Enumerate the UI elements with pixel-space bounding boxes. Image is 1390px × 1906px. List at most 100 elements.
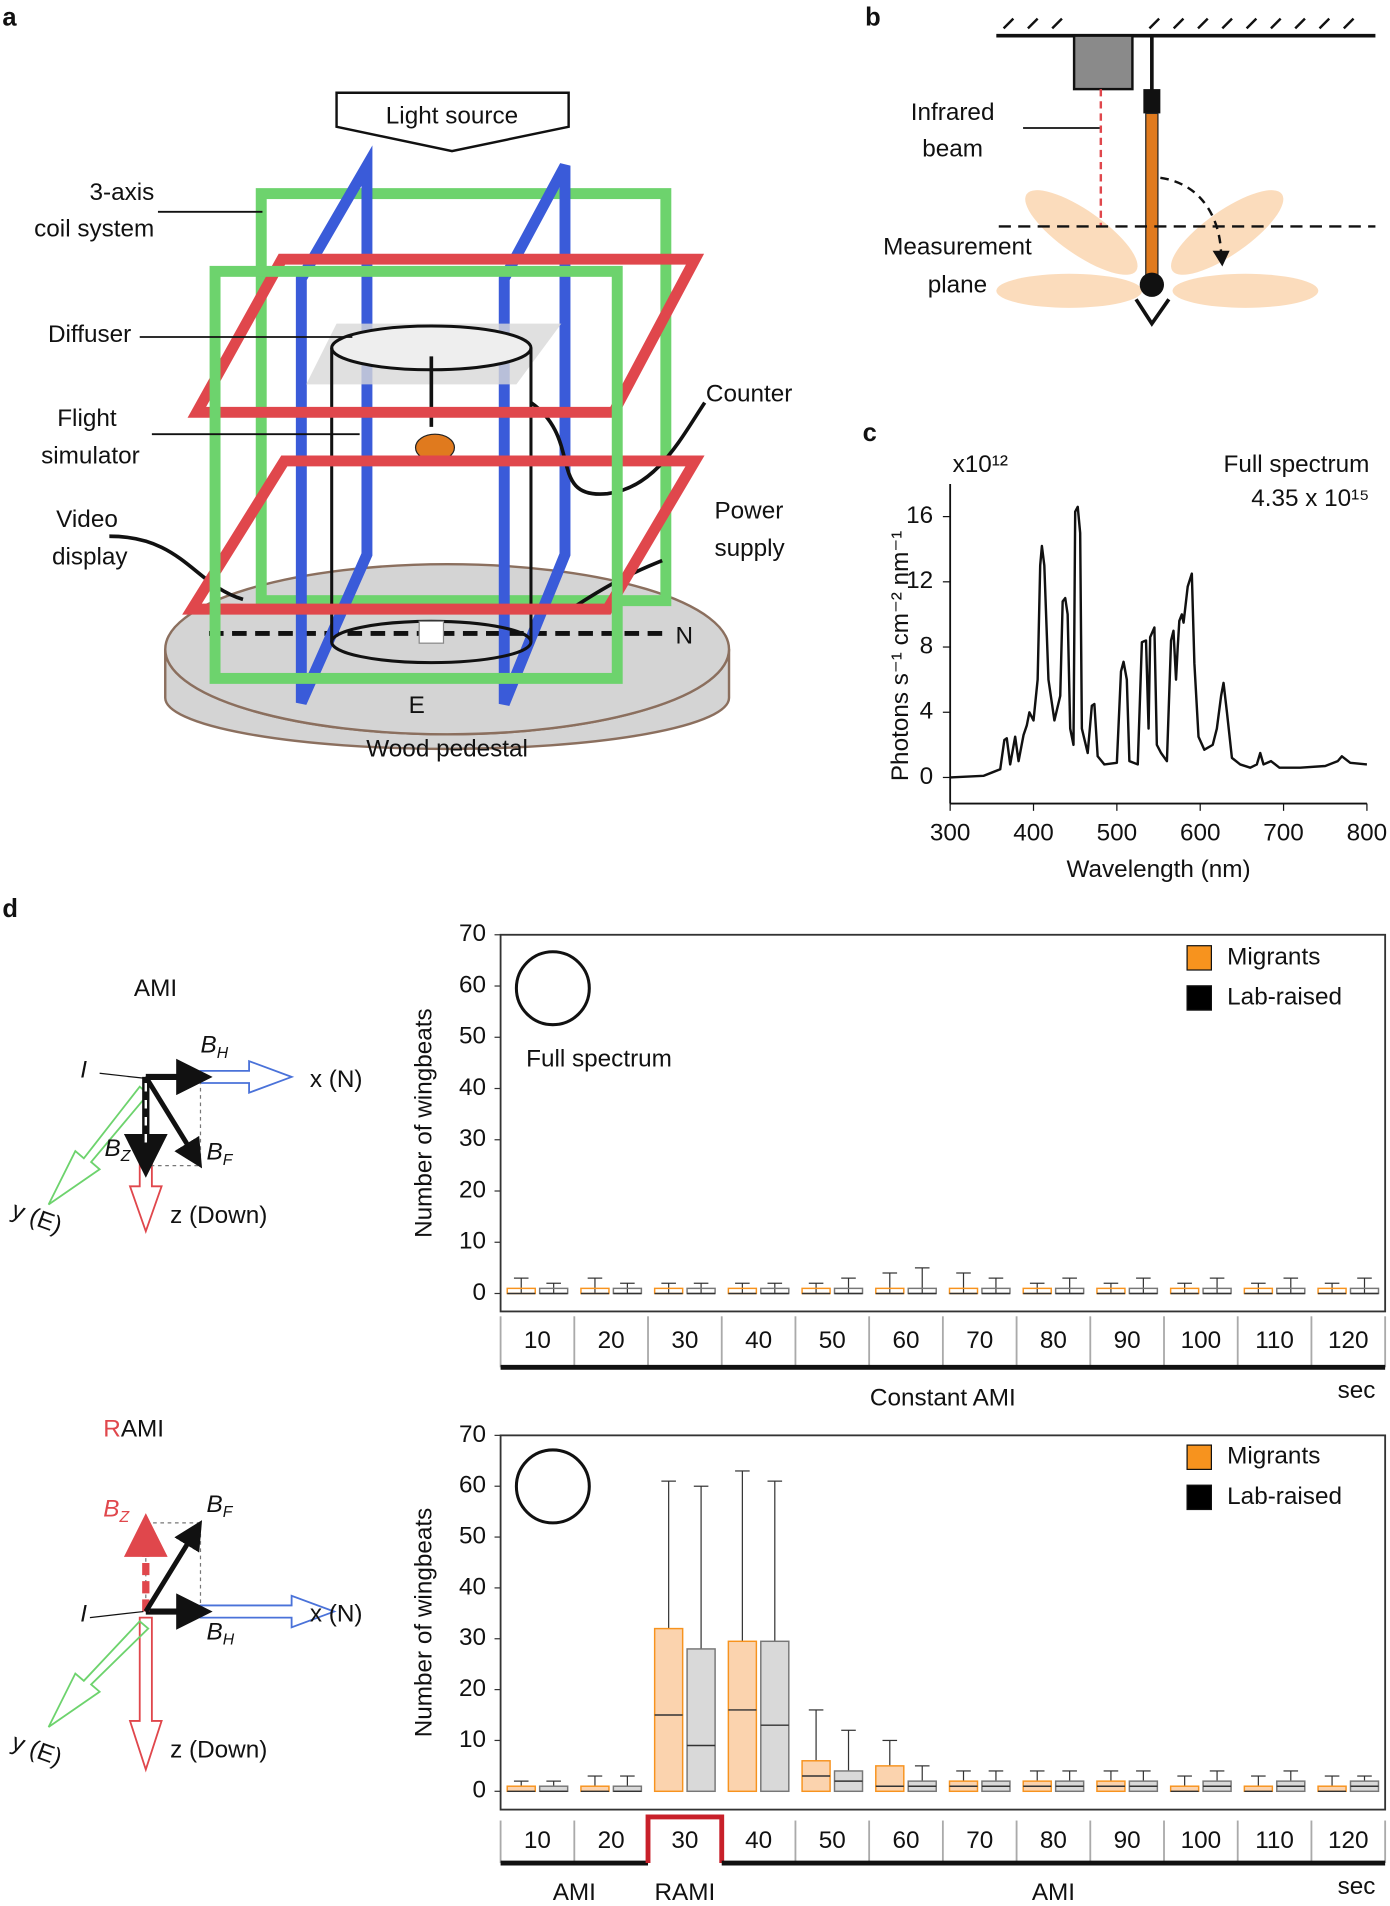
legend-label: Lab-raised [1227, 983, 1342, 1010]
y-tick-label: 70 [459, 920, 486, 947]
label: Light source [386, 102, 518, 129]
y-axis-label: Number of wingbeats [411, 1508, 438, 1738]
x-tick-label: 20 [598, 1827, 625, 1854]
y-tick-label: 30 [459, 1125, 486, 1152]
legend-swatch [1186, 1444, 1212, 1470]
symbol: B [207, 1139, 223, 1166]
label: coil system [34, 215, 154, 242]
x-tick-label: 110 [1255, 1327, 1294, 1354]
unit-label: sec [1338, 1377, 1376, 1404]
label: simulator [41, 443, 140, 470]
box [1317, 1785, 1347, 1793]
symbol: B [207, 1491, 223, 1518]
symbol: B [104, 1135, 120, 1162]
unit-label: sec [1338, 1873, 1376, 1900]
y-tick-label: 50 [459, 1522, 486, 1549]
subscript: F [223, 1504, 234, 1521]
y-tick-label: 0 [472, 1279, 486, 1306]
legend-label: Migrants [1227, 943, 1320, 970]
x-tick-label: 70 [966, 1327, 993, 1354]
chart-title: Full spectrum [1224, 451, 1370, 478]
panel-label: b [865, 3, 881, 31]
label: z (Down) [170, 1202, 267, 1229]
y-tick-label: 60 [459, 1472, 486, 1499]
label: E [409, 692, 425, 719]
plot-frame [499, 1434, 1387, 1811]
y-tick-label: 30 [459, 1624, 486, 1651]
legend-label: Migrants [1227, 1443, 1320, 1470]
period-label: AMI [553, 1879, 596, 1906]
label: Measurement [883, 234, 1032, 261]
label: x (N) [310, 1066, 363, 1093]
label: y (E) [8, 1197, 65, 1240]
label: x (N) [310, 1601, 363, 1628]
multiplier: x10¹² [953, 451, 1008, 478]
box [538, 1785, 569, 1793]
symbol [514, 1448, 591, 1525]
subscript: H [223, 1632, 235, 1649]
label: z (Down) [170, 1737, 267, 1764]
label: I [80, 1601, 87, 1628]
x-tick-label: 50 [819, 1327, 846, 1354]
label: AMI [134, 975, 177, 1002]
label: plane [928, 271, 987, 298]
subscript: F [223, 1152, 234, 1169]
legend-label: Lab-raised [1227, 1483, 1342, 1510]
x-tick-label: 100 [1181, 1827, 1222, 1854]
symbol: B [207, 1619, 223, 1646]
x-tick-label: 120 [1328, 1327, 1369, 1354]
y-tick-label: 60 [459, 971, 486, 998]
x-tick-label: 800 [1347, 819, 1388, 846]
plot-frame [499, 933, 1387, 1313]
symbol [514, 950, 591, 1027]
x-tick-label: 120 [1328, 1827, 1369, 1854]
y-tick-label: 20 [459, 1176, 486, 1203]
label-part: R [103, 1416, 121, 1443]
x-tick-label: 600 [1180, 819, 1221, 846]
panel-label: d [2, 895, 18, 923]
x-tick-label: 60 [892, 1327, 919, 1354]
x-tick-label: 30 [671, 1327, 698, 1354]
rami-vectors [47, 1513, 337, 1773]
box [506, 1785, 536, 1793]
annotation: Full spectrum [526, 1045, 672, 1072]
label-part: AMI [121, 1416, 164, 1443]
annotation: 4.35 x 10¹⁵ [1251, 485, 1369, 512]
label: N [676, 623, 694, 650]
spectrum-line [950, 505, 1368, 779]
label: BH [207, 1619, 235, 1649]
y-tick-label: 4 [920, 698, 934, 725]
period-line [645, 1814, 725, 1864]
x-tick-label: 80 [1040, 1327, 1067, 1354]
legend-swatch [1186, 945, 1212, 971]
label: BF [207, 1491, 234, 1521]
period-label: RAMI [654, 1879, 715, 1906]
box [653, 1627, 684, 1793]
label: BH [200, 1032, 228, 1062]
panel-label: c [863, 419, 877, 447]
label: Infrared [911, 99, 995, 126]
x-tick-label: 20 [598, 1327, 625, 1354]
y-axis-label: Number of wingbeats [411, 1008, 438, 1238]
y-axis-label: Photons s⁻¹ cm⁻² nm⁻¹ [887, 531, 914, 781]
box [580, 1785, 610, 1793]
label: I [80, 1056, 87, 1083]
box [612, 1785, 643, 1793]
x-tick-label: 40 [745, 1327, 772, 1354]
label: y (E) [8, 1729, 65, 1772]
label: supply [714, 535, 785, 562]
x-tick-label: 700 [1263, 819, 1304, 846]
y-tick-label: 40 [459, 1573, 486, 1600]
label: BF [207, 1139, 234, 1169]
y-tick-label: 40 [459, 1074, 486, 1101]
box [1243, 1785, 1274, 1793]
panel-label: a [2, 3, 17, 31]
x-tick-label: 30 [671, 1827, 698, 1854]
label: 3-axis [89, 179, 154, 206]
x-tick-label: 400 [1013, 819, 1054, 846]
y-tick-label: 8 [920, 632, 934, 659]
ami-vectors [47, 1058, 295, 1234]
x-tick-label: 80 [1040, 1827, 1067, 1854]
x-tick-label: 70 [966, 1827, 993, 1854]
